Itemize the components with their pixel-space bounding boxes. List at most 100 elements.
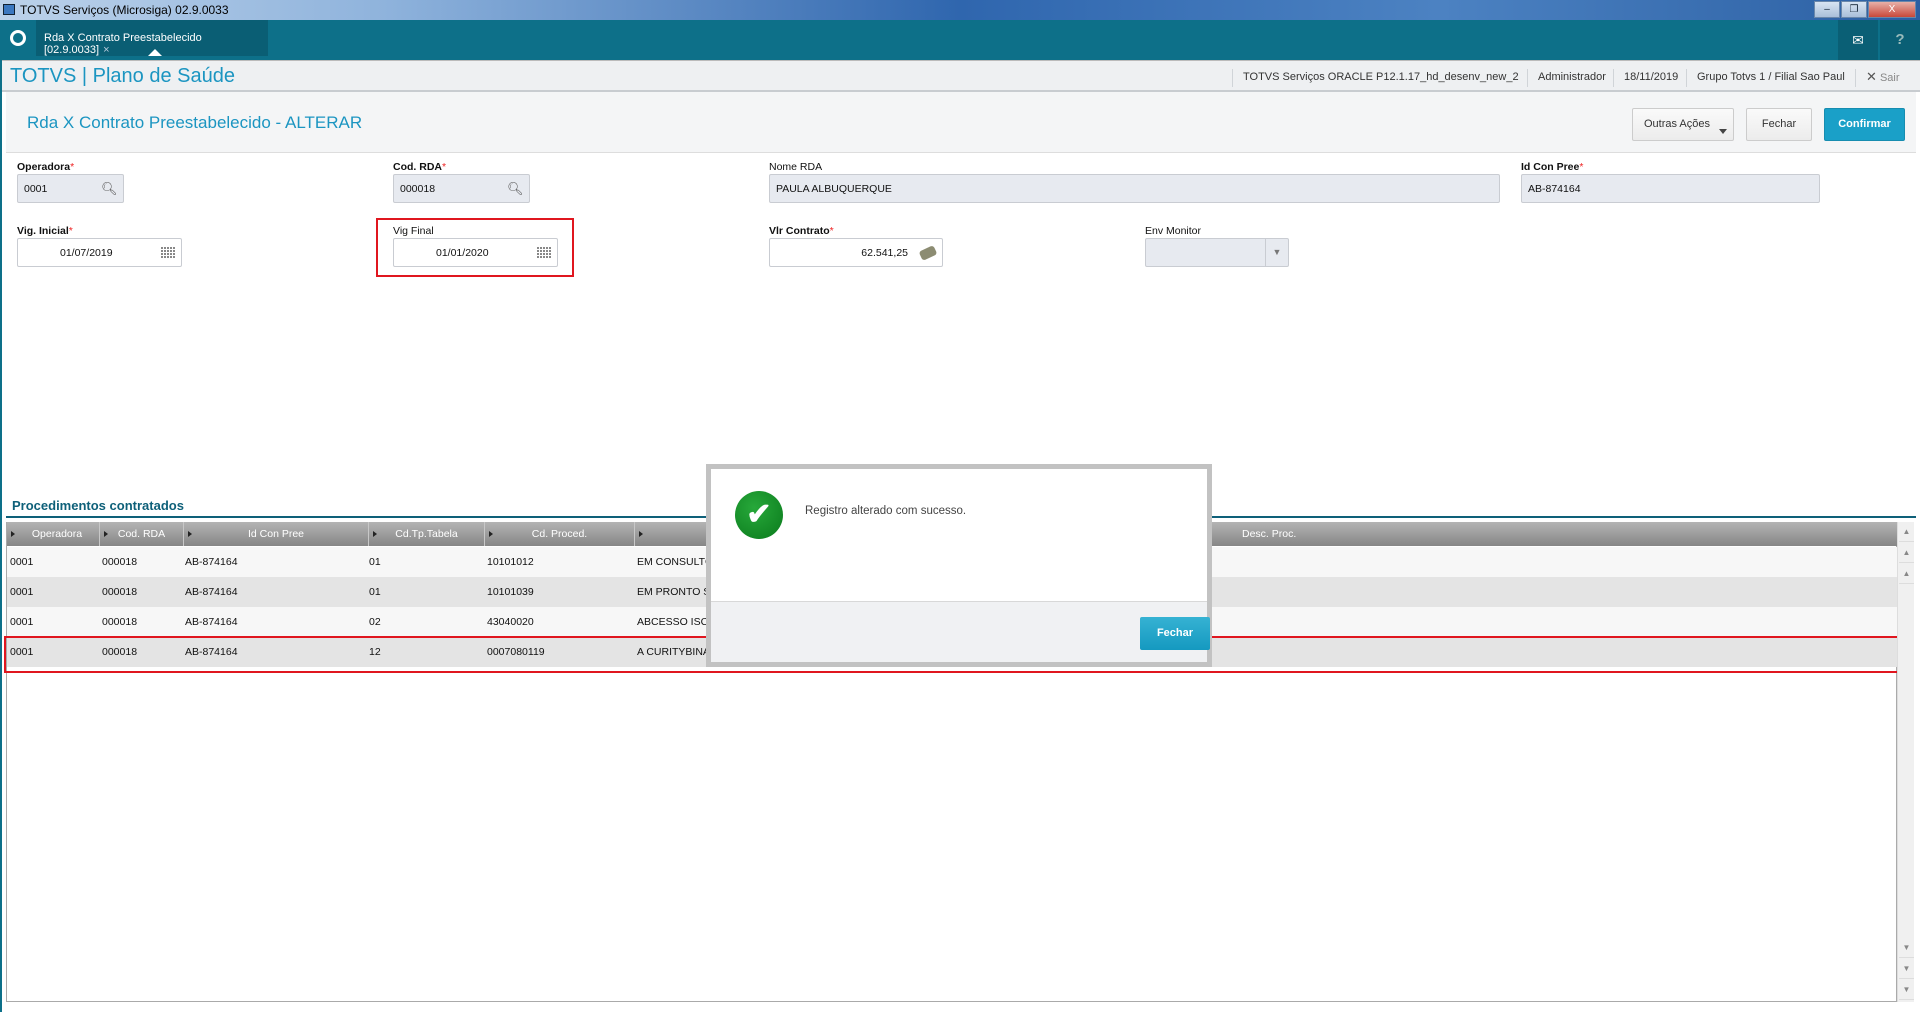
- cell-id-con-pree: AB-874164: [185, 586, 238, 598]
- id-con-pree-input[interactable]: AB-874164: [1521, 174, 1820, 203]
- cell-cd-tp-tabela: 01: [369, 586, 381, 598]
- cod-rda-label: Cod. RDA*: [393, 161, 447, 173]
- vlr-contrato-input[interactable]: 62.541,25: [769, 238, 943, 267]
- tab-rda-contrato[interactable]: Rda X Contrato Preestabelecido [02.9.003…: [36, 20, 268, 56]
- cell-cd-tp-tabela: 02: [369, 616, 381, 628]
- cell-operadora: 0001: [10, 646, 34, 658]
- cell-cd-tp-tabela: 12: [369, 646, 381, 658]
- app-icon: [3, 4, 15, 15]
- cell-desc-proc: EM PRONTO S: [637, 586, 711, 598]
- scroll-down-icon[interactable]: ▼: [1899, 938, 1914, 958]
- calendar-icon[interactable]: [161, 247, 175, 259]
- scroll-page-up-icon[interactable]: ▲: [1899, 543, 1914, 563]
- column-header-operadora[interactable]: Operadora: [7, 522, 100, 546]
- operadora-input[interactable]: 0001 🔍︎: [17, 174, 124, 203]
- cell-desc-proc: A CURITYBINA: [637, 646, 710, 658]
- app-header: TOTVS | Plano de Saúde TOTVS Serviços OR…: [0, 60, 1920, 92]
- scroll-top-icon[interactable]: ▲: [1899, 522, 1914, 542]
- page-title: Rda X Contrato Preestabelecido - ALTERAR: [27, 113, 363, 132]
- sort-icon: [104, 531, 108, 537]
- grid-scrollbar[interactable]: ▲ ▲ ▲ ▼ ▼ ▼: [1897, 522, 1914, 1002]
- date-info: 18/11/2019: [1613, 69, 1688, 87]
- mail-icon[interactable]: ✉: [1838, 20, 1878, 60]
- scroll-bottom-icon[interactable]: ▼: [1899, 980, 1914, 1000]
- nome-rda-label: Nome RDA: [769, 161, 823, 173]
- close-button[interactable]: Fechar: [1746, 108, 1812, 141]
- help-icon[interactable]: ?: [1880, 20, 1920, 60]
- other-actions-button[interactable]: Outras Ações: [1632, 108, 1734, 141]
- section-title: Procedimentos contratados: [12, 498, 184, 513]
- chevron-down-icon: [1719, 129, 1727, 134]
- env-monitor-select[interactable]: ▼: [1145, 238, 1289, 267]
- cell-id-con-pree: AB-874164: [185, 556, 238, 568]
- cell-cod-rda: 000018: [102, 616, 138, 628]
- success-dialog: ✔ Registro alterado com sucesso. Fechar: [706, 464, 1212, 667]
- id-con-pree-label: Id Con Pree*: [1521, 161, 1584, 173]
- cell-id-con-pree: AB-874164: [185, 646, 238, 658]
- close-icon: ✕: [1866, 69, 1877, 84]
- cell-id-con-pree: AB-874164: [185, 616, 238, 628]
- column-header-cd-tp-tabela[interactable]: Cd.Tp.Tabela: [369, 522, 485, 546]
- column-header-cd-proced[interactable]: Cd. Proced.: [485, 522, 635, 546]
- dialog-close-button[interactable]: Fechar: [1140, 617, 1210, 650]
- highlight-box-vig-final: [376, 218, 574, 277]
- operadora-label: Operadora*: [17, 161, 75, 173]
- restore-button[interactable]: ❐: [1841, 1, 1867, 18]
- close-window-button[interactable]: X: [1868, 1, 1916, 18]
- active-tab-caret-icon: [148, 49, 162, 56]
- cell-cd-proced: 10101012: [487, 556, 534, 568]
- cod-rda-input[interactable]: 000018 🔍︎: [393, 174, 530, 203]
- environment-info: TOTVS Serviços ORACLE P12.1.17_hd_desenv…: [1232, 69, 1529, 87]
- cell-operadora: 0001: [10, 556, 34, 568]
- branch-info: Grupo Totvs 1 / Filial Sao Paul: [1686, 69, 1855, 87]
- cell-desc-proc: EM CONSULTC: [637, 556, 713, 568]
- scroll-up-icon[interactable]: ▲: [1899, 564, 1914, 584]
- search-icon[interactable]: 🔍︎: [507, 181, 524, 196]
- dialog-footer: [711, 601, 1207, 662]
- sort-icon: [639, 531, 643, 537]
- tab-close-icon[interactable]: ×: [103, 44, 110, 56]
- vig-final-label: Vig Final: [393, 225, 434, 237]
- window-title: TOTVS Serviços (Microsiga) 02.9.0033: [20, 3, 229, 17]
- column-header-cod-rda[interactable]: Cod. RDA: [100, 522, 184, 546]
- cell-desc-proc: ABCESSO ISC: [637, 616, 709, 628]
- nome-rda-input[interactable]: PAULA ALBUQUERQUE: [769, 174, 1500, 203]
- vig-final-input[interactable]: 01/01/2020: [393, 238, 558, 267]
- exit-button[interactable]: ✕ Sair: [1855, 69, 1910, 87]
- cell-cd-proced: 10101039: [487, 586, 534, 598]
- scroll-page-down-icon[interactable]: ▼: [1899, 959, 1914, 979]
- vig-inicial-label: Vig. Inicial*: [17, 225, 73, 237]
- totvs-logo-icon[interactable]: [10, 30, 26, 46]
- chevron-down-icon[interactable]: ▼: [1265, 239, 1288, 266]
- calendar-icon[interactable]: [537, 247, 551, 259]
- brand-title: TOTVS | Plano de Saúde: [10, 65, 235, 87]
- money-icon[interactable]: [918, 245, 938, 261]
- vig-inicial-input[interactable]: 01/07/2019: [17, 238, 182, 267]
- exit-label: Sair: [1879, 72, 1900, 84]
- minimize-button[interactable]: –: [1814, 1, 1840, 18]
- vlr-contrato-label: Vlr Contrato*: [769, 225, 834, 237]
- page-header: [6, 92, 1916, 153]
- dialog-message: Registro alterado com sucesso.: [805, 505, 967, 517]
- user-info: Administrador: [1527, 69, 1616, 87]
- tab-label: Rda X Contrato Preestabelecido [02.9.003…: [44, 32, 202, 56]
- cell-cod-rda: 000018: [102, 586, 138, 598]
- confirm-button[interactable]: Confirmar: [1824, 108, 1905, 141]
- cell-cd-proced: 0007080119: [487, 646, 545, 658]
- env-monitor-label: Env Monitor: [1145, 225, 1202, 237]
- tab-bar: ✉ ?: [0, 20, 1920, 60]
- other-actions-label: Outras Ações: [1643, 118, 1711, 130]
- cell-cd-tp-tabela: 01: [369, 556, 381, 568]
- column-header-id-con-pree[interactable]: Id Con Pree: [184, 522, 369, 546]
- left-edge: [0, 60, 2, 1012]
- sort-icon: [373, 531, 377, 537]
- success-check-icon: ✔: [735, 491, 783, 539]
- sort-icon: [11, 531, 15, 537]
- window-titlebar: TOTVS Serviços (Microsiga) 02.9.0033 – ❐…: [0, 0, 1920, 20]
- sort-icon: [489, 531, 493, 537]
- cell-cod-rda: 000018: [102, 646, 138, 658]
- sort-icon: [188, 531, 192, 537]
- search-icon[interactable]: 🔍︎: [101, 181, 118, 196]
- cell-cd-proced: 43040020: [487, 616, 534, 628]
- column-header-desc-proc[interactable]: Desc. Proc.: [1242, 528, 1297, 540]
